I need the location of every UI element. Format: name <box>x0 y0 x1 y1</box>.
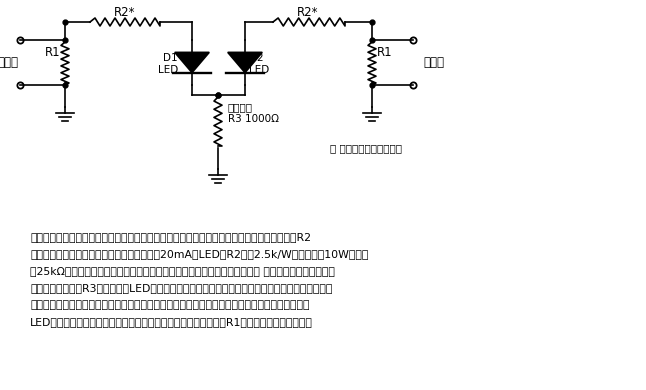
Text: 左通道: 左通道 <box>0 55 18 69</box>
Text: ＊ 其值取决于功率电平。: ＊ 其值取决于功率电平。 <box>330 143 402 153</box>
Text: 平衡电阳: 平衡电阳 <box>228 102 253 112</box>
Text: LED: LED <box>158 65 178 75</box>
Text: D1: D1 <box>163 53 178 63</box>
Text: 衡指示器的输入端与功率放大器的输出端相连，然后调节独立的音量控制或调节平衡控制，使两个: 衡指示器的输入端与功率放大器的输出端相连，然后调节独立的音量控制或调节平衡控制，… <box>30 300 309 310</box>
Text: D2: D2 <box>249 53 264 63</box>
Text: LED: LED <box>249 65 269 75</box>
Text: LED达到同样亮度为止。当该电路直接与喀叭连接时，可去掉两个R1电阳，而用喀叭作负载。: LED达到同样亮度为止。当该电路直接与喀叭连接时，可去掉两个R1电阳，而用喀叭作… <box>30 317 313 327</box>
Text: 右通道: 右通道 <box>423 55 444 69</box>
Text: （其阳值取决于功率电平）取样。对于大多楓20mA的LED，R2可据2.5k/W选用（对于10W系统可: （其阳值取决于功率电平）取样。对于大多楓20mA的LED，R2可据2.5k/W选… <box>30 249 368 259</box>
Polygon shape <box>175 52 209 73</box>
Text: R2*: R2* <box>114 5 136 18</box>
Text: 个信号并调节电阳R3，直至两个LED达到同样的亮度。这时平衡指示器就可提供使用了。把立体声平: 个信号并调节电阳R3，直至两个LED达到同样的亮度。这时平衡指示器就可提供使用了… <box>30 283 333 293</box>
Text: R3 1000Ω: R3 1000Ω <box>228 114 279 124</box>
Polygon shape <box>228 52 262 73</box>
Text: R1: R1 <box>377 46 393 60</box>
Text: 本电路使你能把两个立体声通道的增益设置在同一电平上。两个通道负载电阳上的信号由电阳R2: 本电路使你能把两个立体声通道的增益设置在同一电平上。两个通道负载电阳上的信号由电… <box>30 232 311 242</box>
Text: 用25kΩ的电阳）试验时，可把两个输入端短路，并把它们接到功率放大器的 一个通道上。然后施加一: 用25kΩ的电阳）试验时，可把两个输入端短路，并把它们接到功率放大器的 一个通道… <box>30 266 335 276</box>
Text: R2*: R2* <box>297 5 318 18</box>
Text: R1: R1 <box>45 46 61 60</box>
